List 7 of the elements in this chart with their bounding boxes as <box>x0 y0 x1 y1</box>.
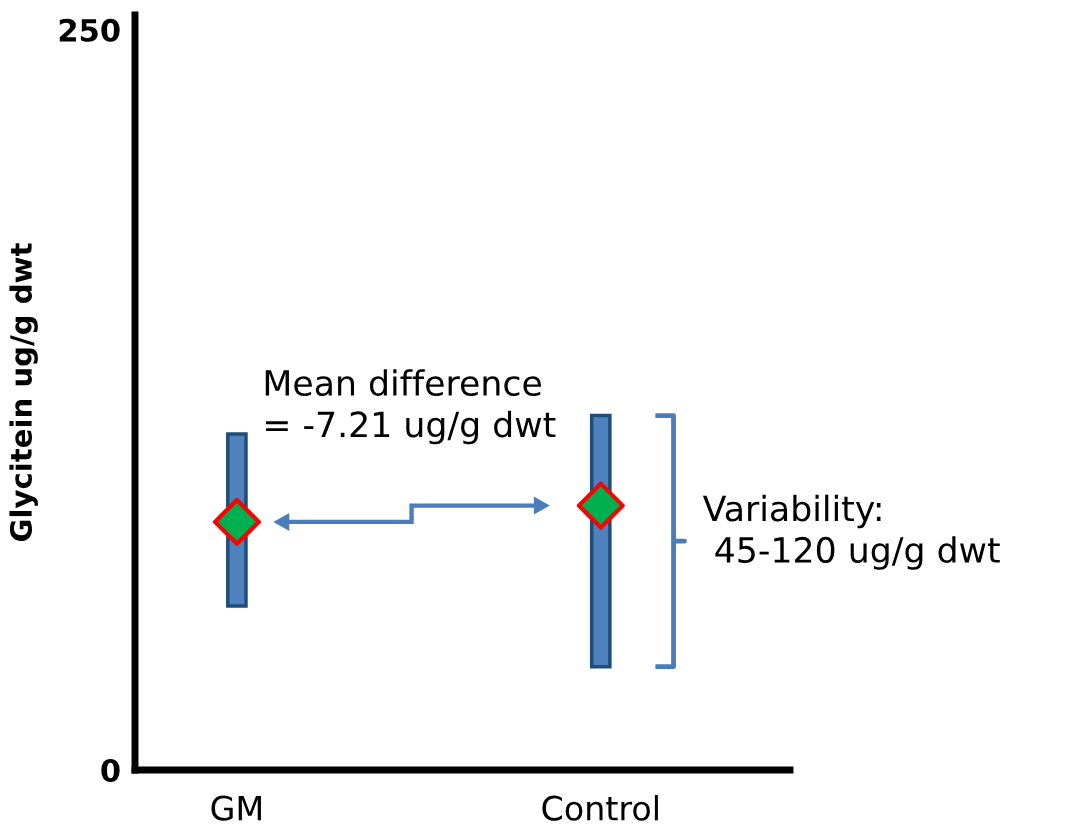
annotation: Mean difference = -7.21 ug/g dwt <box>265 369 556 445</box>
y-axis-title: Glycitein ug/g dwt <box>9 243 38 542</box>
x-tick-label: GM <box>211 795 261 821</box>
y-tick-label: 0 <box>101 758 120 783</box>
x-tick-label: Control <box>542 795 658 821</box>
y-tick-label: 250 <box>59 18 120 42</box>
annotation: Variability: 45-120 ug/g dwt <box>702 494 1000 570</box>
